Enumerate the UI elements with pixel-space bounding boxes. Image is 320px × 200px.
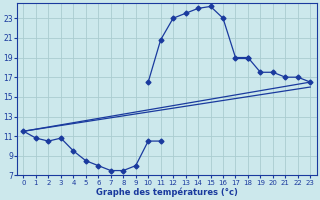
- X-axis label: Graphe des températures (°c): Graphe des températures (°c): [96, 187, 238, 197]
